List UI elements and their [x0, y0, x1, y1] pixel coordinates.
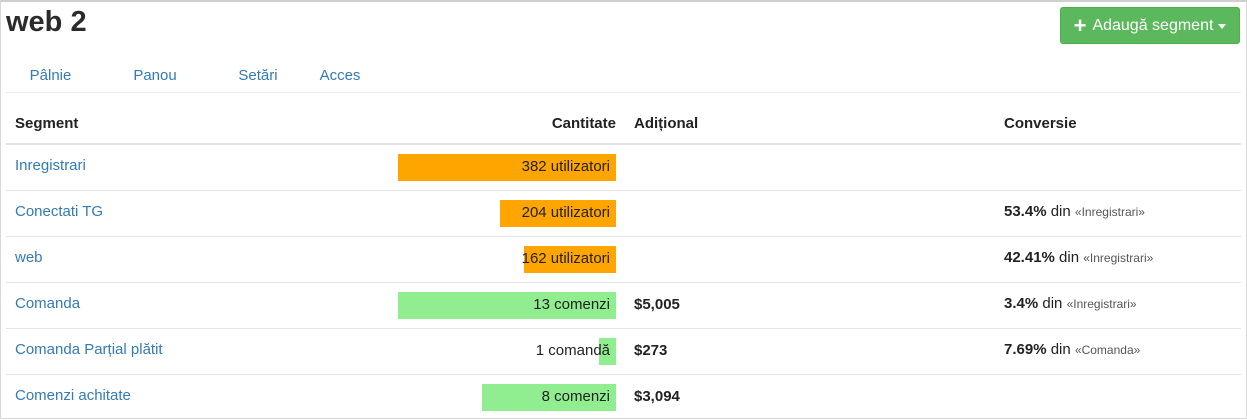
- conversion-percent: 53.4%: [1004, 203, 1047, 220]
- segment-link[interactable]: web: [15, 249, 43, 266]
- conversion-percent: 3.4%: [1004, 295, 1039, 312]
- quantity-cell: 8 comenzi: [398, 384, 616, 411]
- quantity-text: 162 utilizatori: [521, 250, 610, 267]
- conversion-cell: 3.4% din «Inregistrari»: [1004, 295, 1137, 312]
- conversion-from: din: [1050, 203, 1071, 220]
- table-header: Segment Cantitate Adițional Conversie: [6, 100, 1241, 145]
- conversion-reference: «Inregistrari»: [1074, 205, 1145, 219]
- segment-link[interactable]: Inregistrari: [15, 157, 86, 174]
- conversion-percent: 42.41%: [1004, 249, 1055, 266]
- quantity-bar: [481, 384, 616, 411]
- header-segment: Segment: [15, 115, 79, 132]
- table-row: Comenzi achitate 8 comenzi $3,094: [6, 375, 1241, 420]
- tab-dashboard-label: Panou: [133, 67, 177, 84]
- page-title: web 2: [6, 6, 87, 38]
- quantity-cell: 1 comandă: [398, 338, 616, 365]
- tab-funnel-label: Pâlnie: [29, 67, 72, 84]
- conversion-percent: 7.69%: [1004, 341, 1047, 358]
- table-row: Comanda 13 comenzi $5,005 3.4% din «Inre…: [6, 283, 1241, 329]
- table-row: Conectati TG 204 utilizatori 53.4% din «…: [6, 191, 1241, 237]
- conversion-reference: «Comanda»: [1074, 343, 1141, 357]
- tab-access-label: Acces: [319, 67, 361, 84]
- additional-value: $273: [634, 342, 668, 359]
- tab-funnel[interactable]: Pâlnie: [6, 59, 95, 92]
- tab-dashboard[interactable]: Panou: [95, 59, 215, 92]
- quantity-bar: [599, 338, 616, 365]
- conversion-from: din: [1042, 295, 1063, 312]
- quantity-bar: [398, 292, 616, 319]
- additional-value: $3,094: [634, 388, 680, 405]
- quantity-cell: 204 utilizatori: [398, 200, 616, 227]
- table-row: Inregistrari 382 utilizatori: [6, 145, 1241, 191]
- quantity-text: 8 comenzi: [541, 388, 610, 405]
- table-row: Comanda Parțial plătit 1 comandă $273 7.…: [6, 329, 1241, 375]
- quantity-bar: [523, 246, 616, 273]
- add-segment-button[interactable]: + Adaugă segment: [1060, 7, 1240, 44]
- segment-link[interactable]: Comanda Parțial plătit: [15, 341, 163, 358]
- segment-link[interactable]: Comenzi achitate: [15, 387, 131, 404]
- tab-settings[interactable]: Setări: [215, 59, 301, 92]
- segment-link[interactable]: Comanda: [15, 295, 81, 312]
- quantity-cell: 382 utilizatori: [398, 154, 616, 181]
- conversion-cell: 53.4% din «Inregistrari»: [1004, 203, 1145, 220]
- quantity-text: 13 comenzi: [533, 296, 610, 313]
- header-additional: Adițional: [634, 115, 699, 132]
- conversion-cell: 7.69% din «Comanda»: [1004, 341, 1140, 358]
- add-segment-label: Adaugă segment: [1092, 16, 1214, 34]
- header-quantity: Cantitate: [551, 115, 616, 132]
- tab-bar: Pâlnie Panou Setări Acces: [6, 59, 1241, 93]
- tab-access[interactable]: Acces: [301, 59, 379, 92]
- quantity-text: 382 utilizatori: [521, 158, 610, 175]
- conversion-reference: «Inregistrari»: [1083, 251, 1154, 265]
- quantity-bar: [499, 200, 616, 227]
- conversion-cell: 42.41% din «Inregistrari»: [1004, 249, 1153, 266]
- segment-link[interactable]: Conectati TG: [15, 203, 104, 220]
- quantity-cell: 13 comenzi: [398, 292, 616, 319]
- table-row: web 162 utilizatori 42.41% din «Inregist…: [6, 237, 1241, 283]
- tab-settings-label: Setări: [238, 67, 278, 84]
- additional-value: $5,005: [634, 296, 680, 313]
- plus-icon: +: [1073, 12, 1087, 38]
- quantity-text: 1 comandă: [535, 342, 610, 359]
- quantity-cell: 162 utilizatori: [398, 246, 616, 273]
- quantity-bar: [398, 154, 616, 181]
- conversion-from: din: [1050, 341, 1071, 358]
- funnel-table: Segment Cantitate Adițional Conversie In…: [6, 100, 1241, 420]
- conversion-reference: «Inregistrari»: [1066, 297, 1137, 311]
- caret-down-icon: [1218, 24, 1227, 29]
- header-conversion: Conversie: [1004, 115, 1077, 132]
- conversion-from: din: [1059, 249, 1080, 266]
- quantity-text: 204 utilizatori: [521, 204, 610, 221]
